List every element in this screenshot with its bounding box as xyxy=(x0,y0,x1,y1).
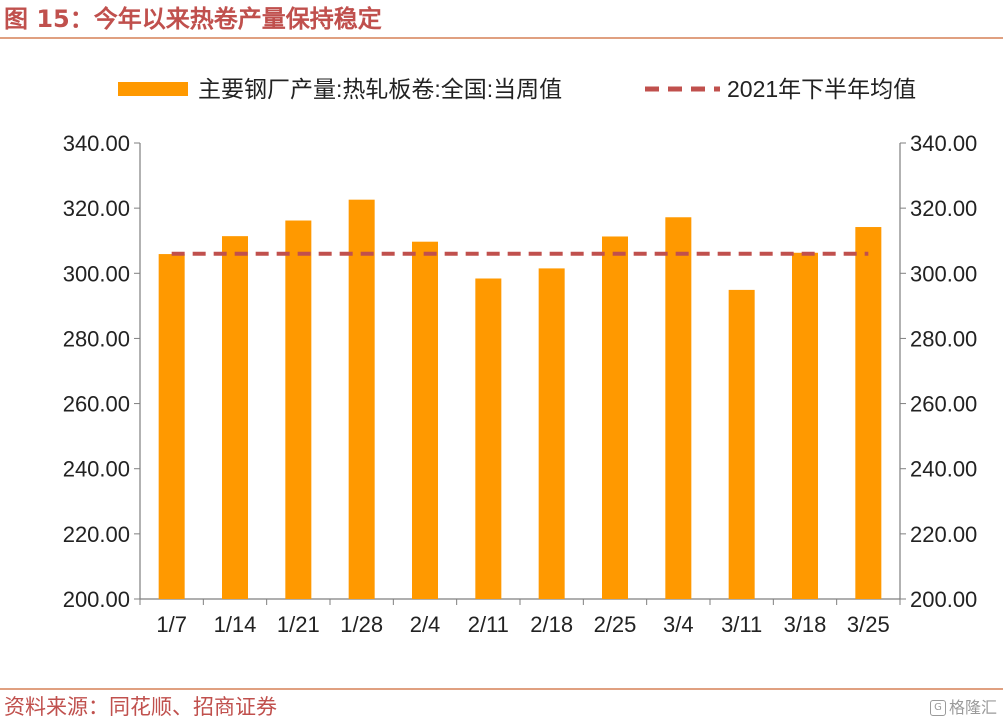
source-divider xyxy=(0,688,1003,690)
bar xyxy=(285,220,312,599)
figure-title: 图 15：今年以来热卷产量保持稳定 xyxy=(4,5,382,33)
watermark-logo-icon: G xyxy=(929,700,946,716)
x-tick-label: 2/25 xyxy=(594,612,637,637)
legend-bar-label: 主要钢厂产量:热轧板卷:全国:当周值 xyxy=(198,76,562,102)
legend-line-label: 2021年下半年均值 xyxy=(727,76,916,102)
y-tick-label-right: 240.00 xyxy=(910,457,977,482)
y-tick-label-right: 200.00 xyxy=(910,587,977,612)
x-tick-label: 2/18 xyxy=(530,612,573,637)
x-tick-label: 2/11 xyxy=(468,612,509,637)
bar xyxy=(348,199,375,599)
bar xyxy=(728,289,755,599)
y-tick-label-left: 240.00 xyxy=(63,457,130,482)
x-tick-label: 3/18 xyxy=(784,612,827,637)
y-tick-label-left: 260.00 xyxy=(63,392,130,417)
x-tick-label: 2/4 xyxy=(410,612,441,637)
bar xyxy=(412,241,438,600)
y-tick-label-left: 200.00 xyxy=(63,587,130,612)
y-tick-label-right: 320.00 xyxy=(910,196,977,221)
title-divider xyxy=(0,37,1003,39)
y-tick-label-right: 340.00 xyxy=(910,131,977,156)
y-tick-label-left: 320.00 xyxy=(63,196,130,221)
y-tick-label-left: 220.00 xyxy=(63,522,130,547)
x-tick-label: 3/4 xyxy=(663,612,694,637)
chart: 主要钢厂产量:热轧板卷:全国:当周值 2021年下半年均值 200.00 200.00… xyxy=(63,76,978,637)
x-tick-label: 1/28 xyxy=(340,612,383,637)
x-tick-label: 3/11 xyxy=(721,612,762,637)
bar xyxy=(792,252,818,599)
bar xyxy=(602,236,628,600)
watermark: G 格隆汇 xyxy=(929,697,997,719)
x-tick-label: 1/7 xyxy=(156,612,187,637)
y-tick-label-right: 300.00 xyxy=(910,261,977,286)
legend-bar-swatch xyxy=(118,82,188,96)
y-tick-label-left: 340.00 xyxy=(63,131,130,156)
y-tick-label-left: 280.00 xyxy=(63,326,130,351)
bar xyxy=(665,217,692,599)
bar xyxy=(538,268,565,599)
bar xyxy=(855,227,882,599)
x-tick-label: 3/25 xyxy=(847,612,890,637)
source-note: 资料来源：同花顺、招商证券 xyxy=(4,695,277,719)
x-tick-label: 1/14 xyxy=(214,612,257,637)
bar xyxy=(158,254,185,599)
x-tick-label: 1/21 xyxy=(277,612,320,637)
y-tick-label-right: 220.00 xyxy=(910,522,977,547)
y-tick-label-left: 300.00 xyxy=(63,261,130,286)
y-tick-label-right: 280.00 xyxy=(910,326,977,351)
y-tick-label-right: 260.00 xyxy=(910,392,977,417)
bar xyxy=(475,278,502,599)
bar xyxy=(222,236,248,599)
watermark-text: 格隆汇 xyxy=(948,698,997,717)
